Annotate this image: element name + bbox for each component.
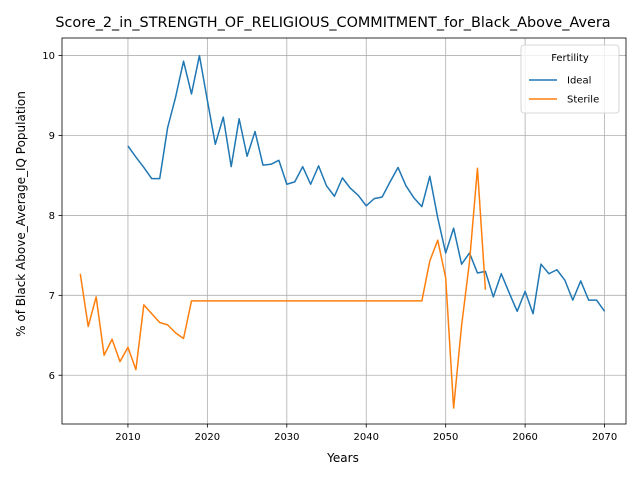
chart-title: Score_2_in_STRENGTH_OF_RELIGIOUS_COMMITM… [55,15,610,31]
x-tick-label: 2020 [195,432,220,443]
legend-label-ideal: Ideal [567,76,591,87]
x-tick-label: 2030 [274,432,299,443]
x-axis-label: Years [326,451,359,465]
y-tick-label: 7 [49,291,55,302]
legend-label-sterile: Sterile [567,95,599,106]
x-tick-label: 2010 [115,432,140,443]
y-tick-label: 10 [42,51,55,62]
y-tick-label: 6 [49,371,55,382]
x-tick-label: 2040 [354,432,379,443]
y-tick-label: 8 [49,211,55,222]
legend-title: Fertility [551,53,589,64]
y-axis-label: % of Black Above_Average_IQ Population [14,91,28,337]
x-tick-label: 2050 [433,432,458,443]
legend: Fertility Ideal Sterile [521,45,619,113]
x-tick-label: 2070 [592,432,617,443]
x-tick-label: 2060 [512,432,537,443]
y-tick-label: 9 [49,131,55,142]
